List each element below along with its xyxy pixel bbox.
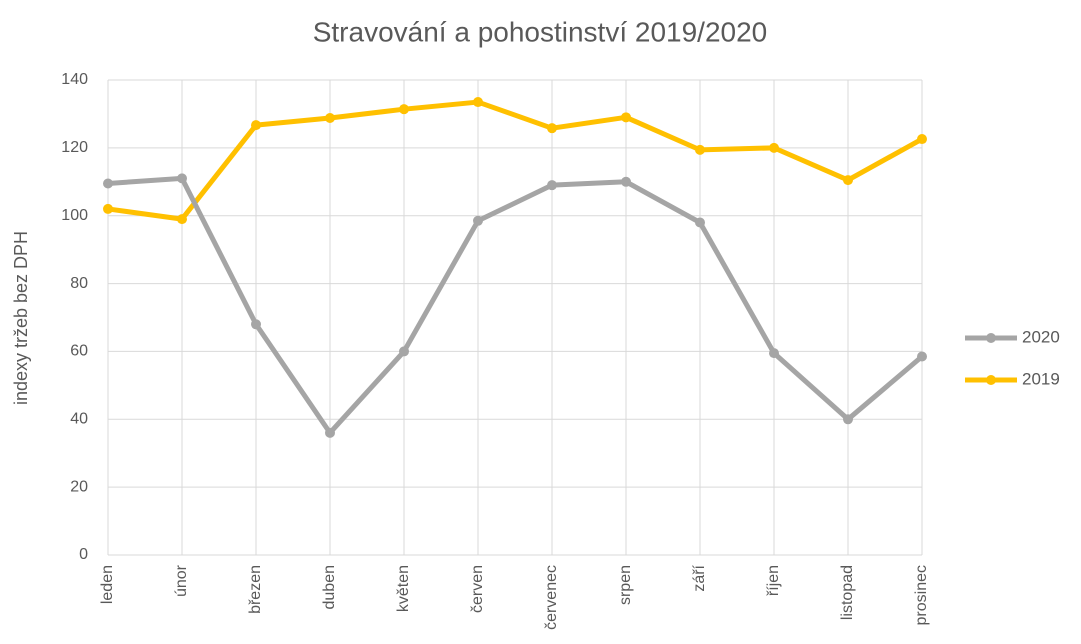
data-point [843, 414, 853, 425]
data-point [547, 123, 557, 134]
x-tick-label: listopad [839, 565, 856, 620]
x-tick-label: červenec [543, 565, 560, 630]
data-point [769, 142, 779, 153]
legend-marker [986, 375, 996, 385]
x-tick-label: březen [247, 565, 264, 614]
chart-title: Stravování a pohostinství 2019/2020 [313, 16, 768, 47]
y-tick-label: 20 [70, 478, 88, 495]
x-tick-label: duben [321, 565, 338, 610]
data-point [917, 351, 927, 362]
data-point [177, 214, 187, 225]
x-tick-label: únor [173, 564, 190, 597]
x-tick-label: srpen [617, 565, 634, 605]
series-line [107, 99, 924, 222]
y-tick-label: 80 [70, 275, 88, 292]
data-point [251, 319, 261, 330]
data-point [399, 346, 409, 357]
y-axis-label: indexy tržeb bez DPH [11, 231, 31, 405]
legend-marker [986, 333, 996, 343]
data-point [695, 217, 705, 228]
x-tick-label: leden [99, 565, 116, 604]
data-point [843, 175, 853, 186]
y-tick-label: 40 [70, 411, 88, 428]
data-point [621, 112, 631, 123]
data-point [473, 97, 483, 108]
data-point [251, 120, 261, 131]
y-tick-label: 100 [61, 207, 88, 224]
series-line [107, 175, 924, 436]
x-tick-label: červen [469, 565, 486, 613]
legend-label: 2020 [1022, 327, 1060, 346]
y-tick-label: 60 [70, 343, 88, 360]
data-point [621, 176, 631, 187]
y-tick-label: 0 [79, 546, 88, 563]
data-point [547, 180, 557, 191]
data-point [917, 134, 927, 145]
data-point [325, 427, 335, 438]
x-tick-label: prosinec [913, 565, 930, 625]
data-point [399, 104, 409, 115]
data-point [103, 203, 113, 214]
data-point [769, 348, 779, 359]
legend-label: 2019 [1022, 369, 1060, 388]
x-tick-label: květen [395, 565, 412, 612]
data-point [473, 215, 483, 226]
data-point [103, 178, 113, 189]
data-point [177, 173, 187, 184]
data-point [325, 113, 335, 123]
data-point [695, 144, 705, 155]
y-tick-label: 120 [61, 139, 88, 156]
x-tick-label: říjen [765, 565, 782, 596]
y-tick-label: 140 [61, 71, 88, 88]
x-tick-label: září [691, 564, 708, 591]
